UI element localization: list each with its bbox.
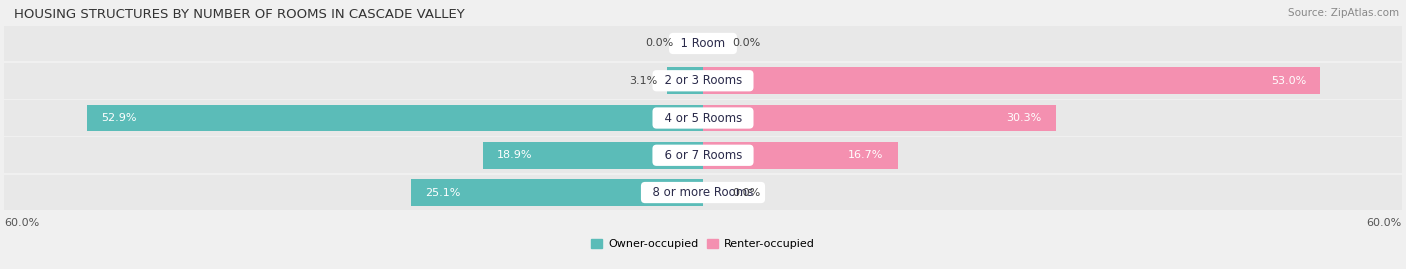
Bar xyxy=(87,105,703,132)
Text: Source: ZipAtlas.com: Source: ZipAtlas.com xyxy=(1288,8,1399,18)
Text: 6 or 7 Rooms: 6 or 7 Rooms xyxy=(657,149,749,162)
Bar xyxy=(411,179,703,206)
Bar xyxy=(4,63,1402,99)
Text: 18.9%: 18.9% xyxy=(496,150,533,160)
Text: 60.0%: 60.0% xyxy=(4,218,39,228)
Text: 30.3%: 30.3% xyxy=(1007,113,1042,123)
Text: 0.0%: 0.0% xyxy=(733,38,761,48)
Bar xyxy=(4,100,1402,136)
Text: 25.1%: 25.1% xyxy=(425,187,460,197)
Text: 52.9%: 52.9% xyxy=(101,113,136,123)
Bar xyxy=(4,26,1402,61)
Text: 4 or 5 Rooms: 4 or 5 Rooms xyxy=(657,112,749,125)
Bar xyxy=(666,67,703,94)
Bar xyxy=(4,175,1402,210)
Text: 0.0%: 0.0% xyxy=(645,38,673,48)
Bar xyxy=(703,67,1320,94)
Bar xyxy=(703,142,897,169)
Text: HOUSING STRUCTURES BY NUMBER OF ROOMS IN CASCADE VALLEY: HOUSING STRUCTURES BY NUMBER OF ROOMS IN… xyxy=(14,8,465,21)
Text: 2 or 3 Rooms: 2 or 3 Rooms xyxy=(657,74,749,87)
Bar xyxy=(703,105,1056,132)
Legend: Owner-occupied, Renter-occupied: Owner-occupied, Renter-occupied xyxy=(586,235,820,254)
Text: 1 Room: 1 Room xyxy=(673,37,733,50)
Text: 53.0%: 53.0% xyxy=(1271,76,1306,86)
Text: 16.7%: 16.7% xyxy=(848,150,883,160)
Bar xyxy=(482,142,703,169)
Text: 60.0%: 60.0% xyxy=(1367,218,1402,228)
Text: 0.0%: 0.0% xyxy=(733,187,761,197)
Text: 8 or more Rooms: 8 or more Rooms xyxy=(645,186,761,199)
Bar xyxy=(4,137,1402,173)
Text: 3.1%: 3.1% xyxy=(630,76,658,86)
